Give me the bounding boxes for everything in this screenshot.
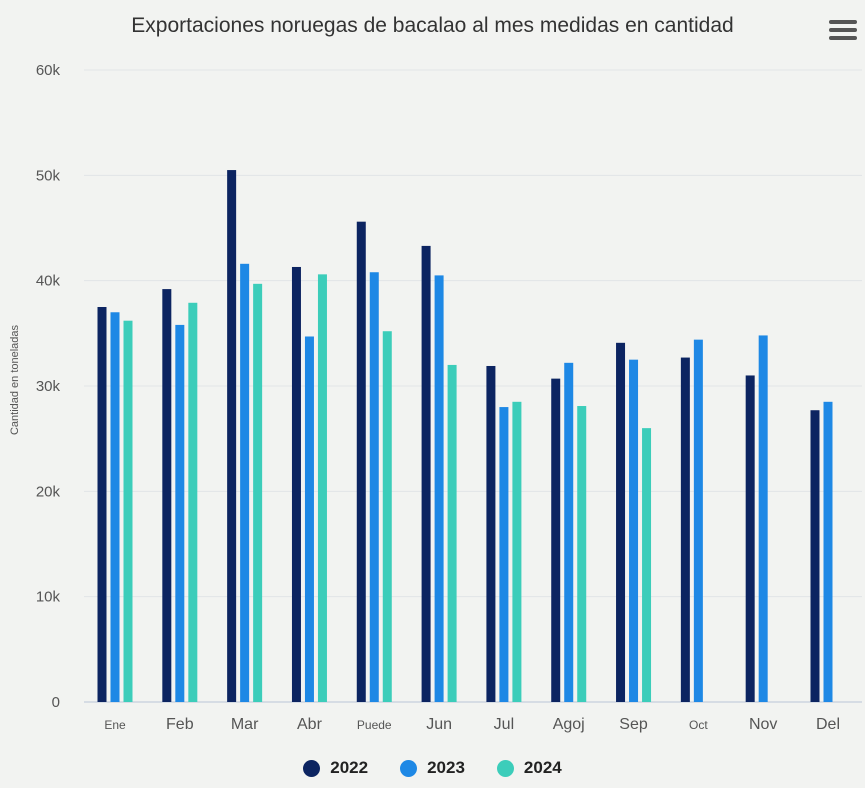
y-axis-ticks: 0 10k 20k 30k 40k 50k 60k xyxy=(36,62,61,711)
bar-2023-Nov[interactable] xyxy=(758,335,768,702)
bar-2024-Ene[interactable] xyxy=(123,320,133,702)
bar-2023-Sep[interactable] xyxy=(629,359,639,702)
bar-2022-Jun[interactable] xyxy=(421,245,431,702)
bar-2024-Abr[interactable] xyxy=(317,274,327,702)
bar-2024-Feb[interactable] xyxy=(188,302,198,702)
legend-item-2024[interactable]: 2024 xyxy=(496,758,562,778)
bar-2023-Puede[interactable] xyxy=(369,272,379,702)
x-axis-ticks: Ene Feb Mar Abr Puede Jun Jul Agoj Sep Oct Nov Del xyxy=(104,716,840,733)
x-tick-label: Agoj xyxy=(553,716,585,733)
bar-2022-Feb[interactable] xyxy=(162,289,172,702)
bar-2023-Del[interactable] xyxy=(823,401,833,702)
x-tick-label: Mar xyxy=(231,716,259,733)
bars xyxy=(97,170,833,703)
bar-2022-Ene[interactable] xyxy=(97,307,107,702)
menu-icon-bar xyxy=(829,36,857,40)
bar-2023-Jun[interactable] xyxy=(434,275,444,702)
legend-swatch xyxy=(400,759,418,777)
bar-2022-Sep[interactable] xyxy=(616,342,626,702)
x-tick-label: Puede xyxy=(357,718,392,732)
y-tick-label: 30k xyxy=(36,378,61,395)
legend-label: 2024 xyxy=(523,758,562,777)
bar-2023-Oct[interactable] xyxy=(693,339,703,702)
bar-2024-Agoj[interactable] xyxy=(577,406,587,702)
x-tick-label: Oct xyxy=(689,718,708,732)
x-tick-label: Abr xyxy=(297,716,323,733)
x-tick-label: Sep xyxy=(619,716,648,733)
legend-label: 2023 xyxy=(427,758,465,777)
bar-2022-Nov[interactable] xyxy=(745,375,755,702)
bar-2022-Del[interactable] xyxy=(810,410,820,702)
bar-2022-Jul[interactable] xyxy=(486,365,496,702)
x-tick-label: Jun xyxy=(426,716,452,733)
menu-icon-bar xyxy=(829,20,857,24)
menu-icon-bar xyxy=(829,28,857,32)
y-tick-label: 60k xyxy=(36,62,61,79)
bar-2022-Puede[interactable] xyxy=(356,221,366,702)
y-tick-label: 20k xyxy=(36,483,61,500)
legend-item-2022[interactable]: 2022 xyxy=(303,758,368,778)
bar-2023-Jul[interactable] xyxy=(499,407,509,702)
legend-item-2023[interactable]: 2023 xyxy=(400,758,465,778)
bar-2024-Jun[interactable] xyxy=(447,364,457,702)
legend-swatch xyxy=(303,759,321,777)
bar-2024-Mar[interactable] xyxy=(253,283,263,702)
bar-2022-Oct[interactable] xyxy=(680,357,690,702)
x-tick-label: Del xyxy=(816,716,840,733)
bar-2023-Mar[interactable] xyxy=(240,263,250,702)
chart-title: Exportaciones noruegas de bacalao al mes… xyxy=(131,14,734,37)
y-tick-label: 0 xyxy=(52,694,60,711)
bar-2023-Ene[interactable] xyxy=(110,312,120,702)
bar-2024-Puede[interactable] xyxy=(382,331,392,702)
y-tick-label: 40k xyxy=(36,273,61,290)
x-tick-label: Ene xyxy=(104,718,126,732)
bar-2022-Mar[interactable] xyxy=(227,170,237,703)
legend: 2022 2023 2024 xyxy=(0,758,865,778)
bar-2023-Feb[interactable] xyxy=(175,324,185,702)
bar-2022-Agoj[interactable] xyxy=(551,378,561,702)
y-axis-label: Cantidad en toneladas xyxy=(9,324,21,435)
bar-2024-Jul[interactable] xyxy=(512,401,522,702)
y-tick-label: 50k xyxy=(36,167,61,184)
menu-icon[interactable] xyxy=(829,20,857,44)
x-tick-label: Feb xyxy=(166,716,194,733)
legend-label: 2022 xyxy=(330,758,369,777)
x-tick-label: Nov xyxy=(749,716,777,733)
bar-2024-Sep[interactable] xyxy=(642,428,652,702)
bar-2023-Agoj[interactable] xyxy=(564,362,574,702)
y-tick-label: 10k xyxy=(36,589,61,606)
bar-2023-Abr[interactable] xyxy=(304,336,314,702)
x-tick-label: Jul xyxy=(494,716,514,733)
grid-lines xyxy=(84,69,862,703)
bar-2022-Abr[interactable] xyxy=(291,266,301,702)
legend-swatch xyxy=(496,759,514,777)
